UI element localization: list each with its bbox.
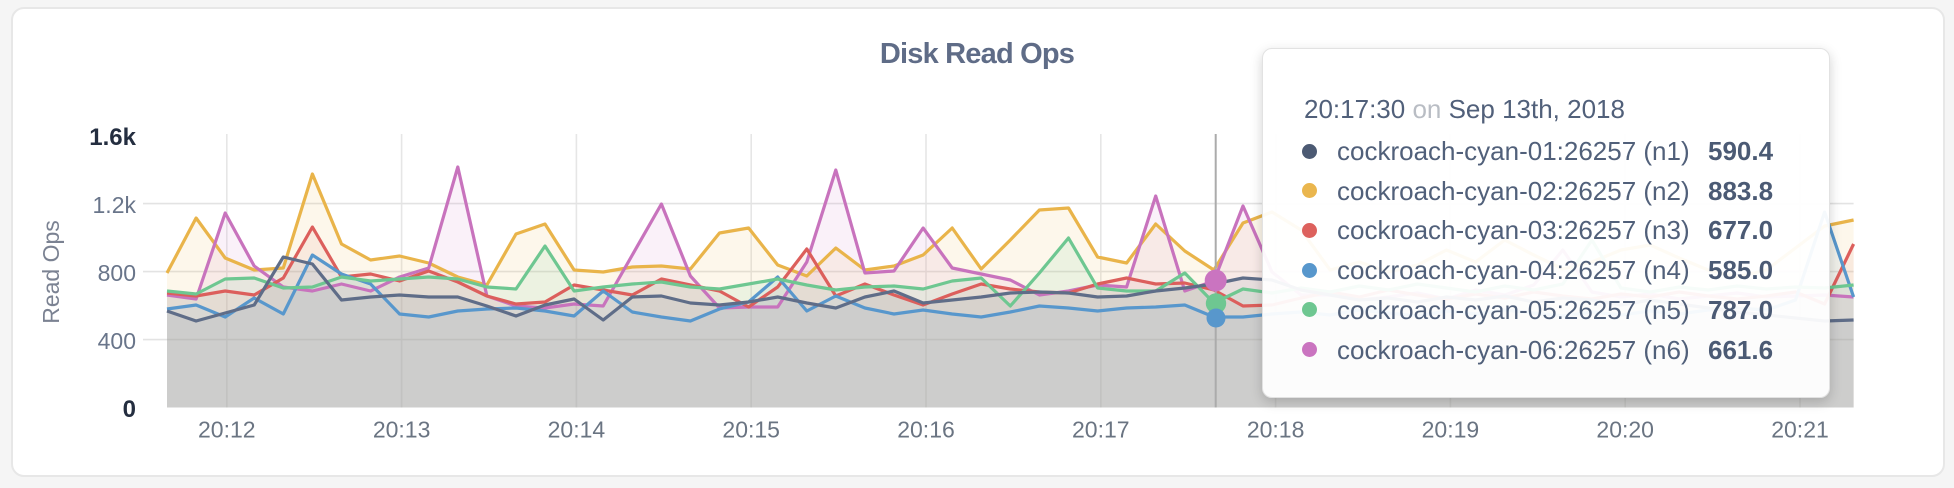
svg-text:20:19: 20:19 <box>1422 417 1480 443</box>
svg-text:20:12: 20:12 <box>198 417 256 443</box>
svg-text:20:13: 20:13 <box>373 417 431 443</box>
svg-text:1.2k: 1.2k <box>93 192 137 218</box>
svg-text:0: 0 <box>123 396 136 423</box>
svg-text:20:20: 20:20 <box>1596 417 1654 443</box>
svg-text:20:14: 20:14 <box>548 417 606 443</box>
svg-text:20:16: 20:16 <box>897 417 955 443</box>
svg-text:Read Ops: Read Ops <box>38 220 64 324</box>
svg-text:400: 400 <box>98 328 136 354</box>
svg-text:1.6k: 1.6k <box>89 124 136 151</box>
svg-text:20:15: 20:15 <box>722 417 780 443</box>
svg-text:20:18: 20:18 <box>1247 417 1305 443</box>
svg-text:20:17: 20:17 <box>1072 417 1130 443</box>
svg-text:20:21: 20:21 <box>1771 417 1829 443</box>
svg-text:800: 800 <box>98 260 136 286</box>
